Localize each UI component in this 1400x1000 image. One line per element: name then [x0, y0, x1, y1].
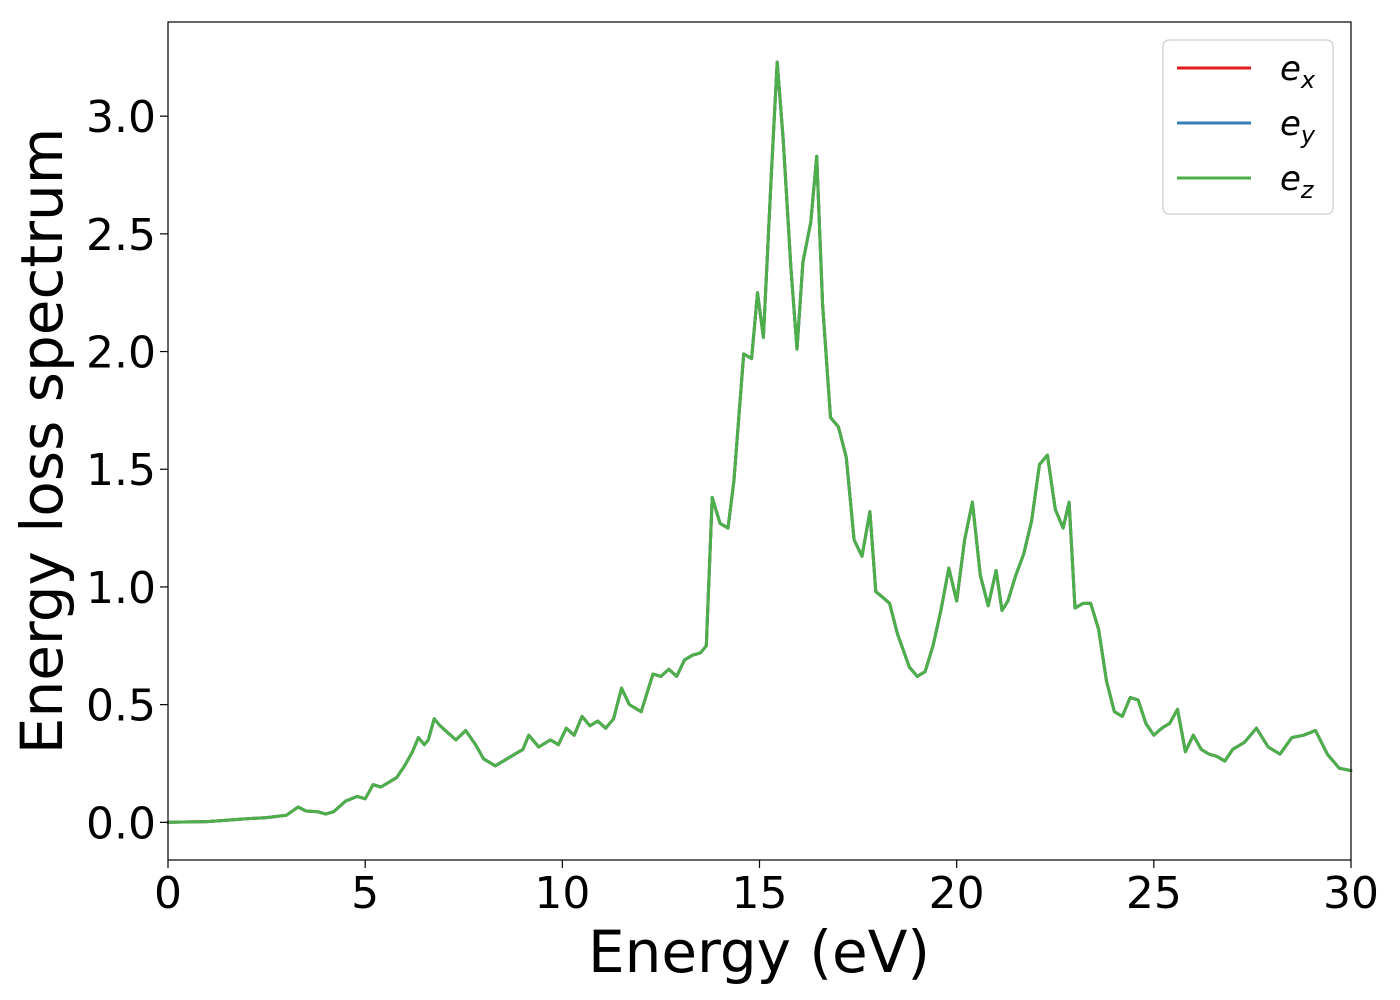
- x-axis-title: Energy (eV): [588, 918, 930, 986]
- legend-label: ex: [1280, 49, 1316, 94]
- y-tick-label: 0.5: [86, 681, 156, 732]
- series-line-e-z: [166, 60, 1353, 824]
- legend-label: ez: [1280, 159, 1315, 204]
- x-tick-label: 30: [1323, 868, 1379, 919]
- x-tick-label: 10: [534, 868, 590, 919]
- y-axis-ticks: 0.0 0.5 1.0 1.5 2.0 2.5 3.0: [86, 92, 168, 849]
- x-tick-label: 25: [1126, 868, 1182, 919]
- y-tick-label: 2.0: [86, 328, 156, 379]
- legend-box: [1162, 39, 1334, 215]
- y-tick-label: 1.5: [86, 445, 156, 496]
- y-axis-title: Energy loss spectrum: [8, 128, 76, 754]
- y-tick-label: 0.0: [86, 798, 156, 849]
- y-tick-label: 2.5: [86, 210, 156, 261]
- legend-label: ey: [1280, 104, 1316, 149]
- legend: ex ey ez: [1162, 39, 1334, 215]
- x-tick-label: 5: [351, 868, 379, 919]
- x-tick-label: 20: [929, 868, 985, 919]
- series-layer: [166, 60, 1353, 824]
- x-tick-label: 0: [154, 868, 182, 919]
- y-tick-label: 3.0: [86, 92, 156, 143]
- x-axis-ticks: 0 5 10 15 20 25 30: [154, 860, 1379, 919]
- y-tick-label: 1.0: [86, 563, 156, 614]
- x-tick-label: 15: [732, 868, 788, 919]
